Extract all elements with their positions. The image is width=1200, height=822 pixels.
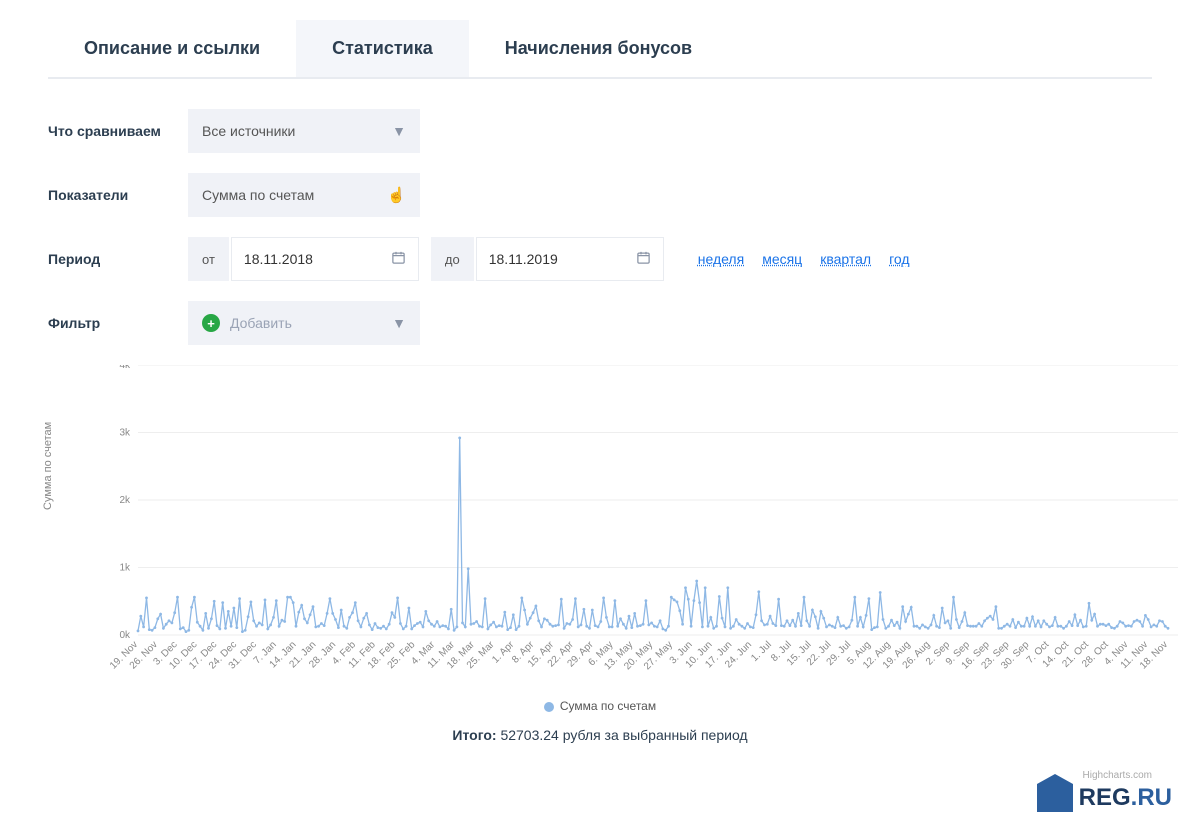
date-from-wrap: от 18.11.2018: [188, 237, 419, 281]
calendar-icon: [391, 250, 406, 269]
calendar-icon: [636, 250, 651, 269]
date-from-value: 18.11.2018: [244, 251, 313, 267]
chevron-down-icon: ▼: [392, 123, 406, 139]
total-line: Итого: 52703.24 рубля за выбранный перио…: [48, 727, 1152, 743]
house-icon: [1037, 784, 1073, 812]
period-link[interactable]: год: [889, 251, 909, 267]
tabs: Описание и ссылкиСтатистикаНачисления бо…: [48, 20, 1152, 79]
svg-text:0k: 0k: [119, 630, 131, 641]
reg-ru-logo: REG.RU: [1037, 784, 1172, 812]
chart-legend: Сумма по счетам: [48, 699, 1152, 713]
period-link[interactable]: месяц: [762, 251, 802, 267]
compare-dropdown[interactable]: Все источники ▼: [188, 109, 420, 153]
chevron-down-icon: ▼: [392, 315, 406, 331]
svg-text:1k: 1k: [119, 563, 131, 574]
chart-ylabel: Сумма по счетам: [42, 422, 54, 510]
date-to-value: 18.11.2019: [489, 251, 558, 267]
plus-icon: +: [202, 314, 220, 332]
total-prefix: Итого:: [452, 727, 496, 743]
tab[interactable]: Статистика: [296, 20, 469, 77]
line-chart: 0k1k2k3k4k19. Nov26. Nov3. Dec10. Dec17.…: [108, 365, 1178, 685]
filter-add-value: Добавить: [230, 315, 292, 331]
compare-label: Что сравниваем: [48, 123, 188, 139]
date-to-wrap: до 18.11.2019: [431, 237, 664, 281]
period-link[interactable]: неделя: [698, 251, 744, 267]
svg-text:1. Jul: 1. Jul: [749, 639, 774, 664]
filter-add-dropdown[interactable]: + Добавить ▼: [188, 301, 420, 345]
legend-label: Сумма по счетам: [560, 699, 656, 713]
filters: Что сравниваем Все источники ▼ Показател…: [48, 109, 1152, 345]
metrics-label: Показатели: [48, 187, 188, 203]
period-link[interactable]: квартал: [820, 251, 871, 267]
svg-text:4k: 4k: [119, 365, 131, 371]
date-to-input[interactable]: 18.11.2019: [476, 237, 664, 281]
logo-reg: REG: [1079, 784, 1131, 812]
from-prefix: от: [188, 237, 231, 281]
chart-area: Сумма по счетам 0k1k2k3k4k19. Nov26. Nov…: [48, 365, 1152, 695]
period-quick-links: неделя месяц квартал год: [698, 251, 910, 267]
metrics-dropdown[interactable]: Сумма по счетам ☝: [188, 173, 420, 217]
filter-label: Фильтр: [48, 315, 188, 331]
compare-value: Все источники: [202, 123, 295, 139]
period-label: Период: [48, 251, 188, 267]
metrics-value: Сумма по счетам: [202, 187, 314, 203]
svg-text:2k: 2k: [119, 495, 131, 506]
tab[interactable]: Начисления бонусов: [469, 20, 728, 77]
logo-dot: .: [1131, 784, 1138, 812]
svg-text:3k: 3k: [119, 428, 131, 439]
cursor-icon: ☝: [387, 186, 406, 204]
to-prefix: до: [431, 237, 476, 281]
tab[interactable]: Описание и ссылки: [48, 20, 296, 77]
total-value: 52703.24 рубля за выбранный период: [500, 727, 747, 743]
chart-credits: Highcharts.com: [1083, 770, 1152, 781]
logo-ru: RU: [1137, 784, 1172, 812]
date-from-input[interactable]: 18.11.2018: [231, 237, 419, 281]
legend-marker-icon: [544, 702, 554, 712]
